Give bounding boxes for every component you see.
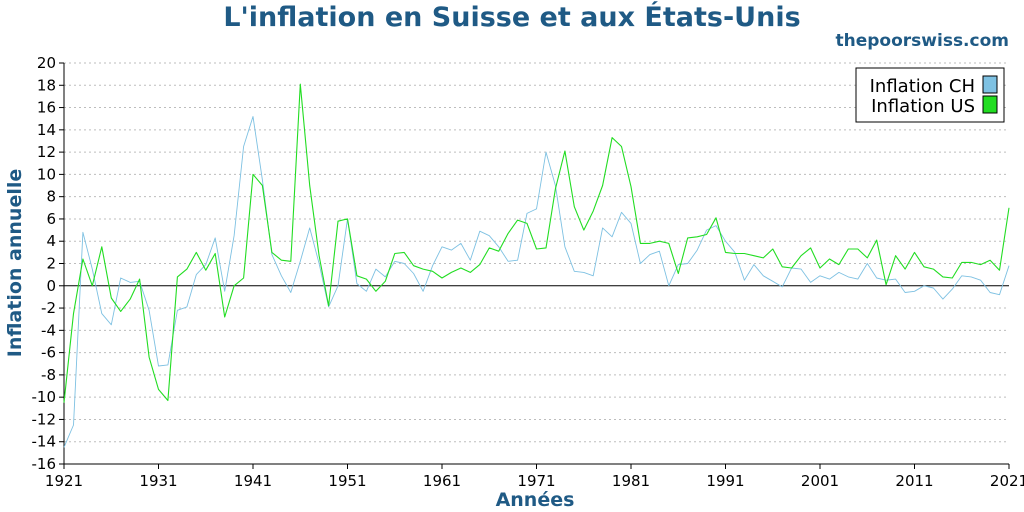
y-tick-label: -6 <box>41 344 56 362</box>
y-tick-label: 10 <box>37 165 56 183</box>
chart-title: L'inflation en Suisse et aux États-Unis <box>223 1 800 33</box>
y-tick-label: 4 <box>46 232 56 250</box>
x-tick-label: 1981 <box>612 472 650 490</box>
y-tick-label: -12 <box>32 410 57 428</box>
y-tick-label: 6 <box>46 210 56 228</box>
legend-label-ch: Inflation CH <box>870 76 975 97</box>
x-tick-label: 1921 <box>45 472 83 490</box>
series-line-ch <box>63 116 1010 448</box>
x-axis-label: Années <box>496 489 575 511</box>
y-tick-label: -8 <box>41 366 56 384</box>
x-tick-labels: 1921 1931 1941 1951 1961 1971 1981 1991 2001 2011… <box>45 472 1024 490</box>
y-axis-label: Inflation annuelle <box>4 169 26 358</box>
x-tick-label: 1941 <box>234 472 272 490</box>
y-tick-label: -16 <box>32 455 57 473</box>
x-tick-label: 1971 <box>517 472 555 490</box>
x-tick-label: 2021 <box>990 472 1024 490</box>
legend-box <box>855 67 1005 123</box>
legend-swatch-us <box>982 95 998 114</box>
axes <box>59 62 1010 469</box>
y-tick-label: -10 <box>32 388 57 406</box>
x-tick-label: 1991 <box>706 472 744 490</box>
legend-swatch-ch <box>982 75 998 94</box>
y-tick-label: 16 <box>37 99 56 117</box>
series-lines <box>63 83 1010 448</box>
watermark-text: thepoorswiss.com <box>836 31 1010 51</box>
y-tick-label: 18 <box>37 76 56 94</box>
series-line-us <box>63 83 1010 403</box>
x-tick-label: 2011 <box>895 472 933 490</box>
legend: Inflation CH Inflation US <box>855 67 1005 123</box>
x-tick-label: 2001 <box>801 472 839 490</box>
y-tick-label: 8 <box>46 188 56 206</box>
x-tick-label: 1951 <box>328 472 366 490</box>
y-tick-label: 0 <box>46 277 56 295</box>
y-tick-label: -2 <box>41 299 56 317</box>
x-tick-label: 1931 <box>139 472 177 490</box>
x-tick-label: 1961 <box>423 472 461 490</box>
y-tick-label: 12 <box>37 143 56 161</box>
y-tick-label: 14 <box>37 121 56 139</box>
legend-label-us: Inflation US <box>871 96 975 117</box>
y-tick-label: -14 <box>32 433 57 451</box>
y-tick-label: -4 <box>41 321 56 339</box>
y-tick-label: 20 <box>37 54 56 72</box>
y-tick-label: 2 <box>46 255 56 273</box>
